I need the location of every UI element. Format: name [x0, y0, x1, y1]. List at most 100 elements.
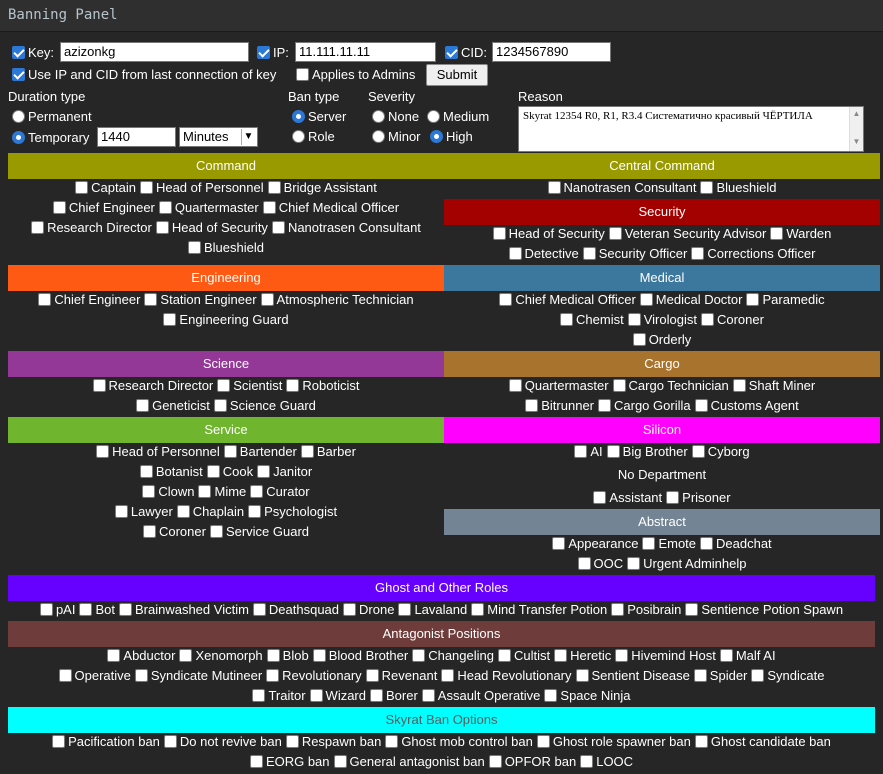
role-checkbox[interactable]: [96, 445, 110, 458]
role-option-captain[interactable]: Captain: [75, 178, 136, 198]
role-option-revenant[interactable]: Revenant: [365, 666, 437, 686]
role-checkbox[interactable]: [398, 603, 412, 616]
role-checkbox[interactable]: [582, 247, 596, 260]
role-checkbox[interactable]: [488, 755, 502, 768]
role-checkbox[interactable]: [250, 485, 264, 498]
role-checkbox[interactable]: [615, 649, 629, 662]
role-option-blob[interactable]: Blob: [266, 646, 309, 666]
role-checkbox[interactable]: [632, 333, 646, 346]
role-checkbox[interactable]: [370, 689, 383, 702]
role-checkbox[interactable]: [547, 181, 561, 194]
role-checkbox[interactable]: [642, 537, 656, 550]
role-option-blueshield[interactable]: Blueshield: [700, 178, 776, 198]
role-checkbox[interactable]: [249, 755, 263, 768]
role-checkbox[interactable]: [560, 313, 574, 326]
role-checkbox[interactable]: [627, 313, 641, 326]
role-option-assault-operative[interactable]: Assault Operative: [421, 686, 540, 706]
role-checkbox[interactable]: [139, 181, 153, 194]
ip-toggle[interactable]: IP:: [257, 45, 289, 60]
role-option-heretic[interactable]: Heretic: [554, 646, 611, 666]
role-option-roboticist[interactable]: Roboticist: [286, 376, 359, 396]
key-input[interactable]: azizonkg: [60, 42, 249, 62]
role-option-detective[interactable]: Detective: [508, 244, 579, 264]
role-option-ghost-candidate-ban[interactable]: Ghost candidate ban: [694, 732, 831, 752]
duration-unit-select[interactable]: Minutes ▼: [179, 127, 258, 147]
role-option-general-antagonist-ban[interactable]: General antagonist ban: [333, 752, 485, 772]
severity-high-option[interactable]: High: [430, 129, 473, 144]
ghost-roles-header[interactable]: Ghost and Other Roles: [8, 575, 875, 601]
role-checkbox[interactable]: [142, 525, 156, 538]
role-checkbox[interactable]: [134, 669, 148, 682]
role-option-bot[interactable]: Bot: [79, 600, 115, 620]
role-checkbox[interactable]: [536, 735, 550, 748]
role-checkbox[interactable]: [39, 603, 53, 616]
role-option-head-of-personnel[interactable]: Head of Personnel: [96, 442, 220, 462]
role-checkbox[interactable]: [732, 379, 746, 392]
role-checkbox[interactable]: [252, 603, 266, 616]
role-checkbox[interactable]: [421, 689, 435, 702]
antagonist-header[interactable]: Antagonist Positions: [8, 621, 875, 647]
role-option-sentient-disease[interactable]: Sentient Disease: [575, 666, 690, 686]
role-option-janitor[interactable]: Janitor: [257, 462, 312, 482]
role-checkbox[interactable]: [700, 181, 714, 194]
role-option-head-of-personnel[interactable]: Head of Personnel: [139, 178, 264, 198]
role-checkbox[interactable]: [700, 313, 714, 326]
role-checkbox[interactable]: [163, 735, 177, 748]
role-option-medical-doctor[interactable]: Medical Doctor: [639, 290, 742, 310]
duration-amount-input[interactable]: 1440: [97, 127, 176, 147]
role-option-lawyer[interactable]: Lawyer: [114, 502, 173, 522]
role-checkbox[interactable]: [75, 181, 89, 194]
role-checkbox[interactable]: [343, 603, 357, 616]
engineering-header[interactable]: Engineering: [8, 265, 444, 291]
role-option-mime[interactable]: Mime: [198, 482, 246, 502]
role-checkbox[interactable]: [248, 505, 262, 518]
role-checkbox[interactable]: [309, 689, 323, 702]
role-checkbox[interactable]: [179, 649, 193, 662]
severity-none-option[interactable]: None: [372, 109, 419, 124]
role-checkbox[interactable]: [385, 735, 399, 748]
central-command-header[interactable]: Central Command: [444, 153, 880, 179]
role-option-borer[interactable]: Borer: [370, 686, 418, 706]
use-last-connection-toggle[interactable]: Use IP and CID from last connection of k…: [12, 67, 276, 82]
use-last-connection-checkbox[interactable]: [12, 68, 25, 81]
reason-textarea[interactable]: Skyrat 12354 R0, R1, R3.4 Систематично к…: [518, 106, 864, 152]
ban-type-server-radio[interactable]: [292, 110, 305, 123]
role-option-prisoner[interactable]: Prisoner: [666, 488, 731, 508]
role-checkbox[interactable]: [52, 201, 66, 214]
role-option-drone[interactable]: Drone: [343, 600, 394, 620]
role-option-chief-engineer[interactable]: Chief Engineer: [52, 198, 155, 218]
role-option-cook[interactable]: Cook: [206, 462, 253, 482]
role-option-head-revolutionary[interactable]: Head Revolutionary: [441, 666, 572, 686]
role-checkbox[interactable]: [271, 221, 285, 234]
role-checkbox[interactable]: [155, 221, 169, 234]
role-option-coroner[interactable]: Coroner: [142, 522, 206, 542]
role-checkbox[interactable]: [525, 399, 539, 412]
ban-type-role-radio[interactable]: [292, 130, 305, 143]
role-option-chemist[interactable]: Chemist: [560, 310, 624, 330]
severity-minor-radio[interactable]: [372, 130, 385, 143]
role-option-brainwashed-victim[interactable]: Brainwashed Victim: [118, 600, 249, 620]
role-option-opfor-ban[interactable]: OPFOR ban: [488, 752, 576, 772]
role-option-quartermaster[interactable]: Quartermaster: [508, 376, 609, 396]
role-option-cargo-gorilla[interactable]: Cargo Gorilla: [598, 396, 691, 416]
command-header[interactable]: Command: [8, 153, 444, 179]
applies-to-admins-checkbox[interactable]: [296, 68, 309, 81]
role-checkbox[interactable]: [31, 221, 45, 234]
role-option-emote[interactable]: Emote: [642, 534, 696, 554]
role-checkbox[interactable]: [693, 669, 707, 682]
role-option-blueshield[interactable]: Blueshield: [188, 238, 264, 258]
role-checkbox[interactable]: [217, 379, 231, 392]
role-option-virologist[interactable]: Virologist: [627, 310, 697, 330]
role-checkbox[interactable]: [260, 293, 274, 306]
role-option-chaplain[interactable]: Chaplain: [176, 502, 244, 522]
role-option-urgent-adminhelp[interactable]: Urgent Adminhelp: [627, 554, 746, 574]
role-checkbox[interactable]: [267, 181, 281, 194]
role-checkbox[interactable]: [38, 293, 52, 306]
role-checkbox[interactable]: [554, 649, 568, 662]
role-checkbox[interactable]: [266, 649, 280, 662]
role-option-spider[interactable]: Spider: [693, 666, 747, 686]
cid-toggle[interactable]: CID:: [445, 45, 487, 60]
role-option-warden[interactable]: Warden: [770, 224, 831, 244]
role-checkbox[interactable]: [577, 557, 591, 570]
role-option-eorg-ban[interactable]: EORG ban: [249, 752, 330, 772]
